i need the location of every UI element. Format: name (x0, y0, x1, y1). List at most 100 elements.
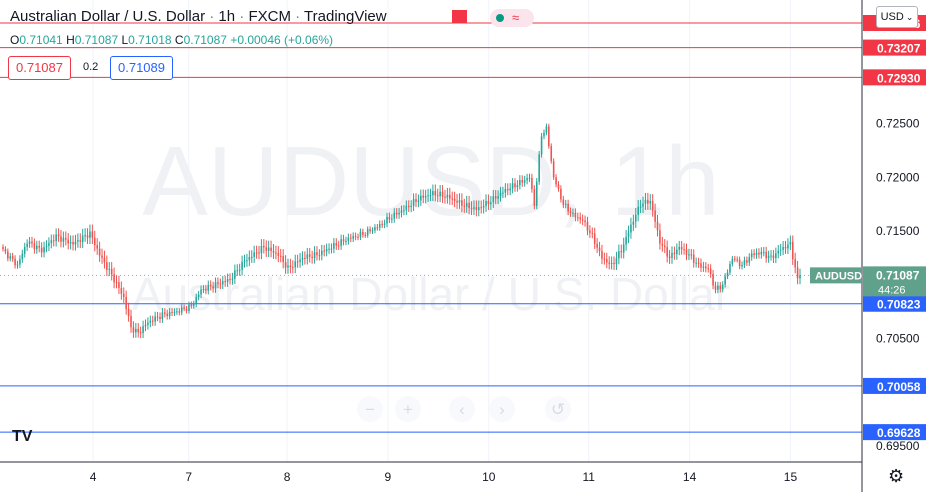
zoom-in-icon[interactable]: + (403, 400, 413, 419)
candle-body (436, 195, 439, 197)
candle-body (405, 205, 408, 211)
candle-body (398, 212, 400, 215)
candle-body (357, 236, 359, 238)
time-tick-label: 7 (185, 470, 192, 484)
candle-body (400, 210, 403, 213)
zoom-in-button[interactable] (395, 396, 421, 422)
candle-body (610, 262, 613, 264)
candle-body (615, 258, 618, 265)
candle-body (506, 188, 509, 191)
candle-body (142, 326, 144, 333)
time-axis[interactable]: 4 7 8 9 10 11 14 15 (90, 470, 798, 484)
candle-body (760, 251, 763, 255)
candle-body (378, 224, 381, 228)
candle-body (514, 183, 516, 188)
candle-body (369, 229, 371, 232)
candle-body (463, 205, 466, 207)
candle-body (494, 196, 497, 199)
data-status-badge[interactable]: ≈ (490, 9, 534, 27)
candle-body (33, 243, 36, 250)
candle-body (415, 199, 417, 202)
market-status-icon[interactable] (452, 10, 467, 23)
candle-body (497, 196, 499, 199)
candle-body (231, 278, 234, 280)
scroll-right-icon[interactable]: › (499, 400, 505, 419)
spread-value: 0.2 (83, 61, 99, 73)
candle-body (504, 188, 507, 193)
candle-body (333, 243, 335, 249)
candle-body (502, 192, 504, 194)
candle-body (753, 253, 755, 255)
candle-body (340, 239, 342, 246)
candle-body (613, 262, 615, 265)
candle-body (69, 242, 72, 244)
tradingview-logo-icon: TV (12, 428, 33, 445)
candle-body (598, 247, 601, 251)
buy-button[interactable]: 0.71089 (110, 56, 173, 80)
candle-body (535, 181, 538, 206)
candle-body (538, 154, 540, 182)
candle-body (721, 284, 724, 290)
candle-body (420, 195, 422, 201)
ohlc-legend: O0.71041 H0.71087 L0.71018 C0.71087 +0.0… (10, 33, 333, 47)
zoom-out-icon[interactable]: − (365, 400, 375, 419)
candle-body (313, 252, 316, 259)
candle-body (197, 294, 200, 298)
candle-body (323, 250, 326, 252)
zoom-out-button[interactable] (357, 396, 383, 422)
candle-body (304, 257, 306, 259)
scroll-left-icon[interactable]: ‹ (459, 400, 465, 419)
candle-body (36, 245, 38, 250)
support-label-bg (863, 424, 926, 441)
candle-body (639, 206, 642, 208)
candle-body (272, 251, 275, 253)
open-value: 0.71041 (19, 33, 63, 47)
candle-body (195, 297, 198, 305)
candle-body (678, 247, 681, 250)
watermark-symbol: AUDUSD, 1h (142, 126, 719, 236)
candle-body (516, 185, 519, 188)
candle-body (726, 272, 729, 277)
candle-body (581, 219, 584, 221)
candle-body (214, 282, 217, 289)
candle-body (705, 266, 707, 269)
candle-body (72, 242, 74, 245)
reset-icon[interactable]: ↺ (551, 400, 565, 419)
high-label: H (66, 33, 75, 47)
candle-body (700, 263, 702, 268)
candle-body (477, 207, 480, 211)
candle-body (48, 243, 50, 246)
symbol-header[interactable]: Australian Dollar / U.S. Dollar · 1h · F… (10, 8, 387, 25)
candle-body (248, 256, 251, 261)
candle-body (151, 320, 154, 322)
reset-button[interactable] (545, 396, 571, 422)
scroll-right-button[interactable] (489, 396, 515, 422)
candle-body (166, 313, 169, 316)
candle-body (241, 261, 243, 270)
candle-body (453, 198, 456, 201)
candle-body (429, 195, 432, 197)
candle-body (622, 244, 625, 253)
candle-body (511, 183, 514, 189)
candle-body (729, 264, 731, 273)
candle-body (637, 206, 639, 215)
candle-body (647, 199, 649, 204)
candle-body (337, 245, 340, 247)
candle-body (676, 249, 678, 255)
scroll-left-button[interactable] (449, 396, 475, 422)
currency-selector[interactable]: USD ⌄ (876, 6, 918, 28)
gear-icon[interactable]: ⚙ (888, 466, 905, 486)
candle-body (64, 237, 67, 240)
sell-button[interactable]: 0.71087 (8, 56, 71, 80)
candle-body (765, 251, 767, 259)
candle-body (185, 308, 188, 311)
candle-body (475, 207, 478, 211)
candle-body (301, 257, 304, 260)
candle-body (569, 211, 572, 214)
candle-body (299, 259, 301, 262)
candle-body (265, 247, 268, 251)
candle-body (183, 307, 185, 309)
candle-body (270, 247, 272, 252)
